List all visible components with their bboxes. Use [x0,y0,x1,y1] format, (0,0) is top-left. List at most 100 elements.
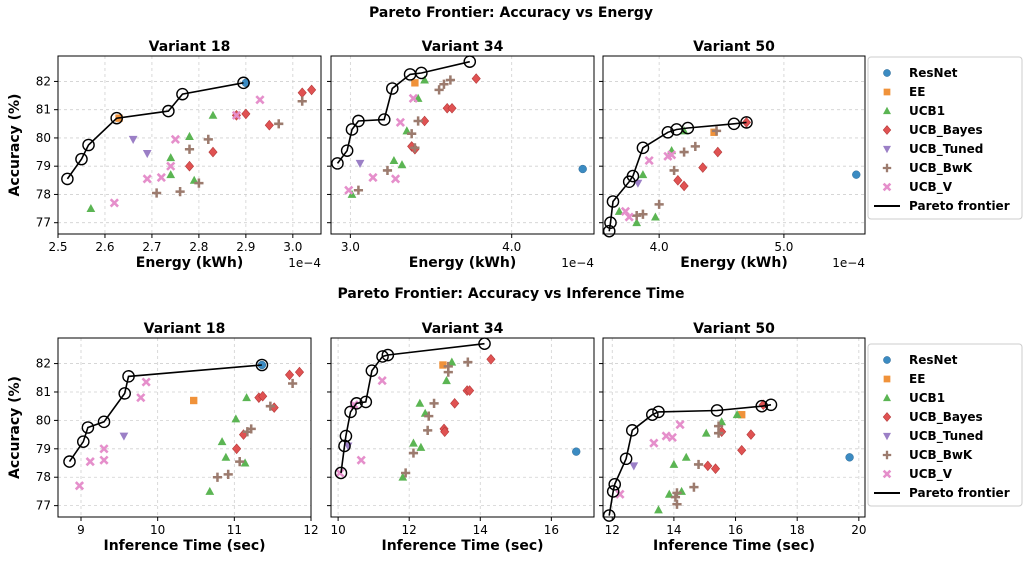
point-ucb-v-stroke-b [74,481,85,491]
point-ucb-bayes [746,429,756,440]
x-axis-label: Inference Time (sec) [381,538,543,554]
x-tick-label: 5.0 [774,240,793,254]
point-ucb1 [402,126,412,135]
axis-offset-text: 1e−4 [561,256,594,270]
legend-swatch-ucb-bayes [882,125,892,135]
point-ucb1 [681,452,691,461]
point-ucb-bwk [246,424,256,434]
x-tick-label: 18 [790,523,805,537]
point-ucb-v [661,431,671,441]
pareto-frontier-line [336,60,470,164]
point-ucb-v [675,420,685,430]
point-ucb-bwk [401,468,411,478]
series-ucb-tuned [119,432,129,441]
panel-time-variant-50: 12 14 16 18 20 Variant 50 Inference Time (sec) [599,321,866,554]
point-ucb-v [335,468,345,478]
point-ucb-v-stroke-b [667,432,677,443]
point-ucb-v [109,198,119,208]
point-ucb-v [170,134,181,144]
point-ucb-bayes [264,119,274,131]
legend-item-ucb-bayes: UCB_Bayes [882,410,983,425]
y-tick-label: 77 [36,216,51,230]
point-ucb-v-stroke-b [335,468,345,478]
point-ucb-bwk [690,141,700,152]
point-ucb-bwk [410,143,420,153]
point-ucb-bwk [669,165,679,176]
point-ucb-bwk [693,459,704,470]
legend-item-ucb-bayes: UCB_Bayes [882,123,983,138]
point-ucb-bayes [232,443,242,455]
legends: ResNet EE UCB1 UCB_Bayes UCB_Tuned UCB_BwK UCB… [867,56,1023,507]
point-ucb1 [654,505,663,514]
y-tick-label: 79 [36,159,51,173]
x-axis-label: Inference Time (sec) [653,538,815,554]
point-ucb-v [395,117,405,127]
point-ee [710,128,718,136]
y-tick-label: 79 [36,442,51,456]
point-ucb1 [416,442,426,451]
series-ee [411,79,419,87]
series-ucb-v [335,376,387,478]
legend-item-resnet: ResNet [883,353,958,367]
pareto-frontier [602,398,778,522]
point-ucb-v-stroke-b [390,174,401,184]
pareto-point-ring [75,152,88,166]
gridlines [603,56,865,234]
x-tick-label: 20 [851,523,866,537]
panel-title: Variant 18 [144,321,226,337]
point-ucb1 [398,472,408,481]
bottom-suptitle: Pareto Frontier: Accuracy vs Inference T… [337,286,684,302]
point-ucb-bwk [297,96,307,106]
legend-item-pareto-frontier: Pareto frontier [874,486,1010,500]
legend-swatch-ee [883,375,891,383]
pareto-point-ring [710,404,724,417]
point-ucb-v [136,393,146,403]
point-resnet [845,453,854,462]
legend-swatch-ucb-v [882,182,892,192]
gridlines [57,56,321,234]
legend-label: UCB_Bayes [909,123,983,138]
series-ucb1 [654,410,742,514]
point-ucb-bwk [265,401,275,411]
pareto-point-ring [625,424,639,437]
pareto-point-ring [386,82,399,95]
x-axis-label: Energy (kWh) [136,255,243,271]
point-ucb-bwk [713,428,724,438]
point-ucb-bwk [439,79,449,89]
pareto-frontier-line [66,82,244,180]
series-ucb1 [205,393,251,495]
pareto-point-ring [606,485,620,498]
point-ucb-v [156,172,166,183]
point-ucb1 [389,155,399,164]
point-ucb-bwk [203,134,213,144]
point-ucb-bayes [465,385,475,396]
pareto-point-ring [118,387,131,400]
point-ucb-bwk [353,185,364,195]
legend-label: UCB_V [909,180,953,195]
point-ee [411,79,419,87]
point-ucb-v [356,455,366,465]
point-ucb-bayes [673,175,683,186]
plot-area [58,338,311,517]
legend-box [867,56,1023,220]
legend-item-ee: EE [883,85,925,99]
pareto-point-ring [338,439,351,453]
x-tick-label: 11 [227,523,242,537]
legend-swatch-resnet [883,356,891,364]
point-ucb-bayes [710,463,721,474]
x-axis: 12 14 16 18 20 [605,517,866,537]
x-tick-label: 12 [303,523,318,537]
point-ucb1 [217,437,227,446]
plot-border [602,337,866,518]
legend-swatch-ucb-v-stroke-b [882,182,892,192]
point-ucb-v-stroke-b [141,377,151,387]
series-ucb-bwk [401,357,473,478]
x-tick-label: 3.0 [283,240,302,254]
plot-area [331,56,594,234]
pareto-frontier [334,337,491,480]
legend-swatch-ucb1 [883,393,891,402]
legend-label: ResNet [909,66,958,80]
pareto-frontier [61,76,250,186]
series-ee [738,411,746,419]
point-resnet [578,164,587,174]
